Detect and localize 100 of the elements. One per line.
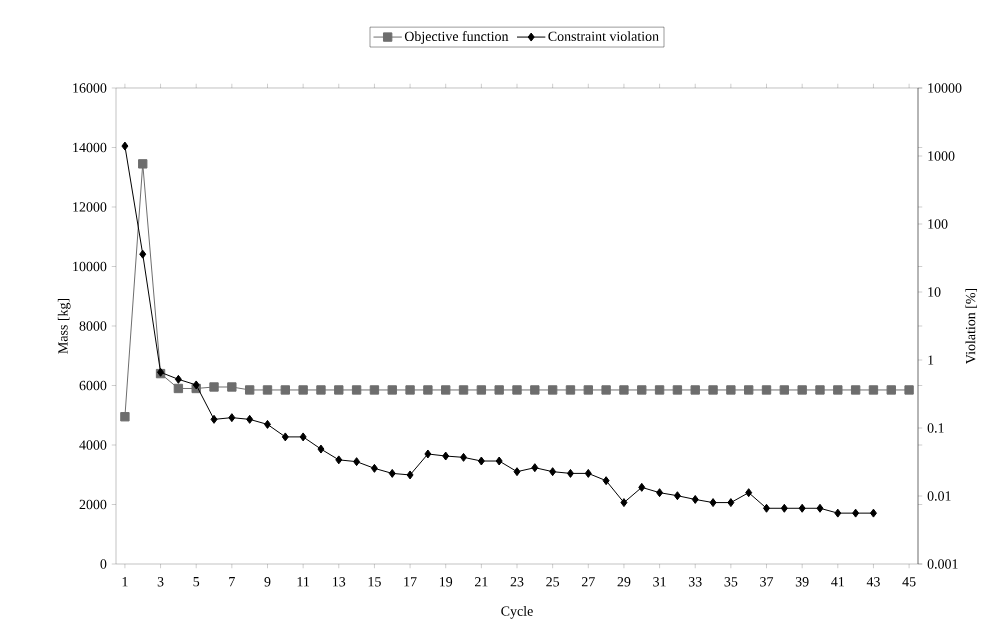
x-tick-label: 7 [229, 577, 235, 587]
point [262, 385, 273, 395]
point [423, 385, 433, 395]
point [620, 498, 628, 508]
point [869, 508, 877, 518]
y2-tick-label: 10000 [928, 83, 962, 93]
y2-axis-title: Violation [%] [965, 288, 978, 364]
point [210, 414, 218, 424]
point [602, 476, 610, 486]
x-tick-label: 29 [617, 577, 631, 587]
point [513, 467, 521, 477]
x-tick-label: 31 [653, 577, 666, 587]
point [299, 432, 307, 442]
x-tick-label: 5 [193, 577, 200, 587]
y2-tick-label: 100 [928, 219, 948, 229]
x-tick-label: 27 [581, 577, 595, 587]
point [424, 449, 432, 459]
point [708, 385, 718, 395]
point [512, 385, 522, 395]
x-tick-label: 45 [902, 577, 916, 587]
point [280, 385, 290, 395]
point [494, 385, 504, 395]
y2-tick-label: 0.001 [927, 559, 958, 569]
point [763, 503, 771, 513]
x-tick-label: 39 [795, 577, 809, 587]
x-tick-label: 13 [333, 577, 346, 587]
point [264, 419, 271, 429]
y2-tick-label: 1 [928, 355, 934, 365]
y-axis-title: Mass [kg] [57, 298, 71, 354]
point [654, 385, 665, 395]
y-tick-label: 0 [100, 559, 107, 569]
point [780, 503, 788, 513]
point [530, 385, 540, 395]
point [388, 468, 396, 478]
point [673, 491, 681, 501]
point [351, 385, 362, 395]
point [460, 452, 468, 462]
point [727, 498, 735, 508]
point [246, 414, 254, 424]
legend-label: Objective function [404, 31, 509, 44]
y-tick-label: 10000 [73, 261, 107, 272]
point [335, 455, 343, 465]
x-tick-label: 3 [157, 577, 164, 587]
point [317, 444, 325, 454]
point [761, 385, 772, 395]
point [209, 382, 219, 392]
point [709, 498, 717, 508]
point [637, 385, 647, 395]
point [745, 488, 753, 498]
point [139, 249, 147, 259]
point [797, 385, 807, 395]
point [387, 385, 397, 395]
point [833, 385, 843, 395]
y2-tick-label: 0.01 [927, 491, 951, 501]
x-tick-label: 33 [688, 577, 702, 587]
point [868, 385, 879, 395]
point [477, 456, 485, 466]
point [744, 385, 754, 395]
point [298, 385, 308, 395]
y-tick-label: 4000 [79, 440, 107, 450]
x-tick-label: 21 [474, 577, 488, 587]
x-tick-label: 41 [831, 577, 844, 587]
x-tick-label: 15 [368, 577, 381, 587]
point [495, 456, 503, 466]
point [779, 385, 790, 395]
point [121, 141, 129, 151]
y2-tick-label: 10 [928, 287, 941, 297]
point [850, 385, 861, 395]
y-tick-label: 6000 [79, 380, 107, 391]
point [726, 385, 736, 395]
y-tick-label: 2000 [79, 499, 107, 510]
point [458, 385, 469, 395]
x-tick-label: 11 [297, 577, 310, 587]
point [173, 383, 184, 394]
point [584, 468, 592, 478]
point [316, 385, 326, 395]
point [138, 159, 148, 169]
point [476, 385, 487, 395]
y2-tick-label: 1000 [928, 151, 955, 161]
point [690, 385, 700, 395]
x-tick-label: 17 [404, 577, 417, 587]
y-tick-label: 16000 [73, 83, 107, 93]
point [547, 385, 558, 395]
point [369, 385, 380, 395]
point [442, 451, 450, 461]
point [531, 463, 539, 473]
point [281, 432, 289, 442]
x-axis-title: Cycle [501, 605, 533, 619]
point [672, 385, 683, 395]
point [601, 385, 611, 395]
point [583, 385, 593, 395]
y-tick-label: 12000 [73, 202, 107, 212]
y-tick-label: 14000 [73, 142, 107, 153]
point [353, 457, 361, 467]
point [120, 412, 130, 422]
point [334, 385, 344, 395]
point [815, 385, 825, 395]
point [405, 385, 415, 395]
point [370, 463, 378, 473]
point [834, 508, 842, 518]
